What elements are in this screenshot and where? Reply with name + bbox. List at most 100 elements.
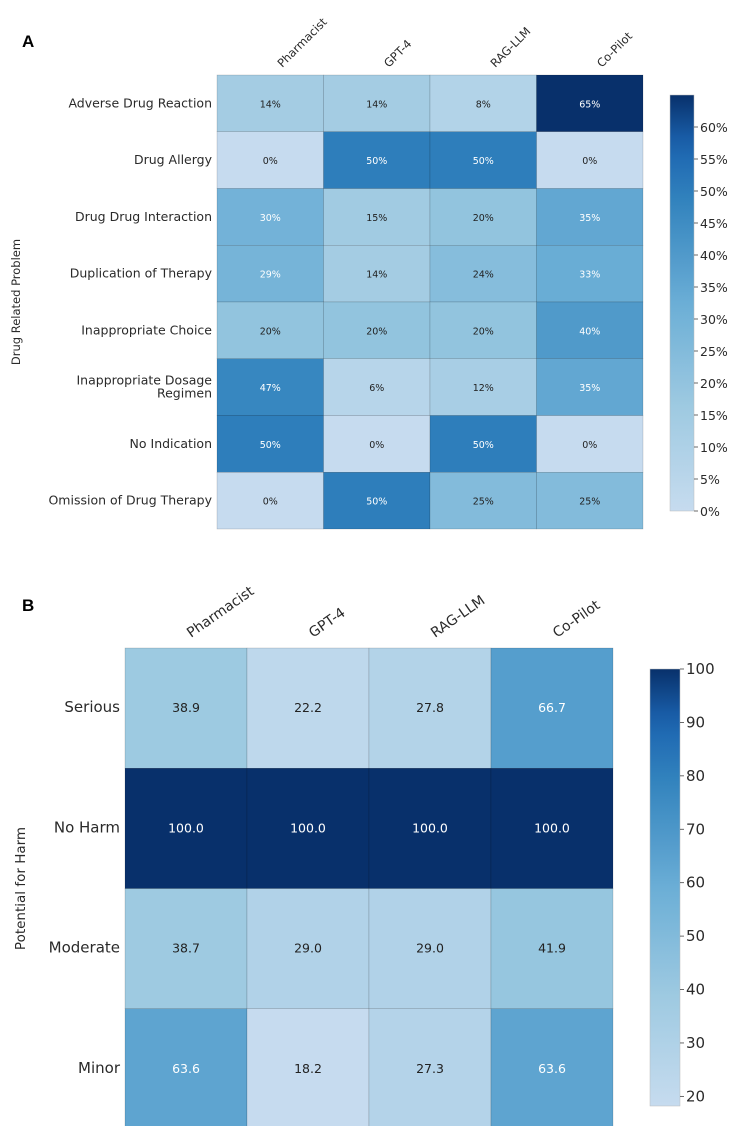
panel-b-cell (124, 768, 248, 889)
panel-a-letter: A (22, 32, 34, 51)
panel-b-letter: B (22, 596, 34, 615)
panel-b-cell-label: 38.9 (172, 700, 200, 715)
panel-b-col-label-pharmacist: Pharmacist (184, 583, 257, 641)
panel-b-cell-label: 29.0 (416, 941, 444, 956)
panel-a-row-label-duplication-of-therapy: Duplication of Therapy (70, 266, 213, 281)
panel-a-cell-label: 20% (473, 213, 494, 224)
panel-a-colorbar-tick-label: 30% (700, 312, 728, 327)
panel-a-colorbar (669, 94, 695, 512)
panel-a-cell-label: 25% (579, 497, 600, 508)
panel-a-heatmap: A 14% 14% 8% 65% 0% 50% 50% 0% 30% 15% 20% 35% 29% 14… (9, 15, 728, 530)
panel-a-cell (429, 245, 537, 303)
panel-a-cell-label: 50% (260, 440, 281, 451)
panel-a-cell (216, 358, 324, 416)
panel-a-cell (216, 131, 324, 189)
panel-a-colorbar-tick-label: 60% (700, 120, 728, 135)
panel-a-cell (536, 472, 644, 530)
panel-b-cell (368, 647, 492, 769)
panel-a-row-label-drug-allergy: Drug Allergy (134, 152, 213, 167)
panel-b-y-axis-title: Potential for Harm (13, 827, 29, 950)
panel-a-cell-label: 0% (263, 497, 278, 508)
panel-a-cell (536, 415, 644, 473)
panel-a-cell-label: 50% (366, 497, 387, 508)
panel-b-col-label-co-pilot: Co-Pilot (550, 597, 604, 641)
panel-a-cell (216, 301, 324, 359)
panel-a-cell-label: 20% (473, 326, 494, 337)
panel-a-cell-label: 24% (473, 270, 494, 281)
panel-a-cell-label: 20% (260, 326, 281, 337)
panel-b-cell-label: 27.3 (416, 1061, 444, 1076)
panel-a-cell (536, 245, 644, 303)
panel-b-cell-label: 63.6 (538, 1061, 566, 1076)
panel-b-cell-label: 22.2 (294, 700, 322, 715)
panel-a-cell (536, 131, 644, 189)
panel-a-cell (323, 74, 431, 132)
panel-b-col-label-gpt-4: GPT-4 (306, 605, 348, 641)
panel-a-row-label-omission-of-drug-therapy: Omission of Drug Therapy (48, 493, 212, 508)
panel-a-cell-label: 0% (582, 156, 597, 167)
panel-a-cell-label: 50% (473, 440, 494, 451)
panel-a-row-label-inappropriate-choice: Inappropriate Choice (81, 322, 212, 337)
panel-a-cell (429, 301, 537, 359)
panel-a-cell-label: 14% (260, 99, 281, 110)
panel-a-colorbar-tick-label: 55% (700, 152, 728, 167)
panel-b-colorbar-tick-label: 30 (686, 1034, 705, 1052)
panel-a-colorbar-tick-label: 45% (700, 216, 728, 231)
panel-a-colorbar-tick-label: 10% (700, 440, 728, 455)
panel-a-cell (323, 358, 431, 416)
panel-a-cell (216, 74, 324, 132)
panel-a-row-label-no-indication: No Indication (130, 436, 212, 451)
panel-a-colorbar-tick-label: 25% (700, 344, 728, 359)
panel-a-cell (216, 245, 324, 303)
panel-b-cell-label: 18.2 (294, 1061, 322, 1076)
panel-a-colorbar-tick-label: 35% (700, 280, 728, 295)
panel-a-y-axis-title: Drug Related Problem (9, 239, 23, 365)
panel-a-cell (216, 415, 324, 473)
panel-a-cell-label: 14% (366, 270, 387, 281)
panel-a-cell (323, 131, 431, 189)
panel-a-cell-label: 33% (579, 270, 600, 281)
panel-a-cell-label: 29% (260, 270, 281, 281)
panel-a-col-label-gpt-4: GPT-4 (381, 37, 414, 70)
panel-a-cell-label: 0% (582, 440, 597, 451)
panel-a-cell-label: 0% (263, 156, 278, 167)
panel-a-cell (536, 74, 644, 132)
panel-b-cell (490, 647, 614, 769)
panel-b-colorbar-tick-label: 70 (686, 820, 705, 838)
panel-a-cell-label: 6% (369, 383, 384, 394)
panel-a-cell-label: 25% (473, 497, 494, 508)
panel-a-cell (323, 301, 431, 359)
panel-b-cell (124, 1008, 248, 1126)
panel-a-cell-label: 50% (473, 156, 494, 167)
panel-b-row-label-moderate: Moderate (49, 939, 120, 957)
panel-a-cell (323, 188, 431, 246)
panel-b-colorbar-tick-label: 60 (686, 874, 705, 892)
panel-a-col-label-pharmacist: Pharmacist (274, 15, 330, 71)
panel-b-cell (490, 768, 614, 889)
panel-a-colorbar-tick-label: 40% (700, 248, 728, 263)
panel-a-cell (216, 472, 324, 530)
panel-a-cell (323, 245, 431, 303)
panel-b-heatmap: B 38.9 22.2 27.8 66.7 100.0 100.0 100.0 100.0 38… (13, 583, 715, 1126)
panel-b-colorbar-tick-label: 20 (686, 1087, 705, 1105)
panel-b-colorbar-tick-label: 80 (686, 767, 705, 785)
panel-b-cell-label: 100.0 (534, 820, 570, 835)
panel-b-cell-label: 41.9 (538, 941, 566, 956)
panel-a-cell-label: 8% (476, 99, 491, 110)
panel-b-row-label-minor: Minor (78, 1059, 121, 1077)
panel-a-colorbar-tick-label: 5% (700, 472, 720, 487)
panel-b-cell (124, 647, 248, 769)
panel-b-row-label-serious: Serious (64, 698, 120, 716)
panel-a-cell (429, 131, 537, 189)
panel-b-cell (246, 768, 370, 889)
panel-b-colorbar (649, 668, 681, 1107)
panel-a-colorbar-tick-label: 0% (700, 504, 720, 519)
panel-b-cell (246, 647, 370, 769)
panel-b-cell (368, 768, 492, 889)
panel-a-colorbar-tick-label: 20% (700, 376, 728, 391)
panel-a-cell-label: 20% (366, 326, 387, 337)
panel-b-colorbar-tick-label: 40 (686, 981, 705, 999)
panel-a-cell-label: 35% (579, 383, 600, 394)
panel-b-cell-label: 100.0 (412, 820, 448, 835)
